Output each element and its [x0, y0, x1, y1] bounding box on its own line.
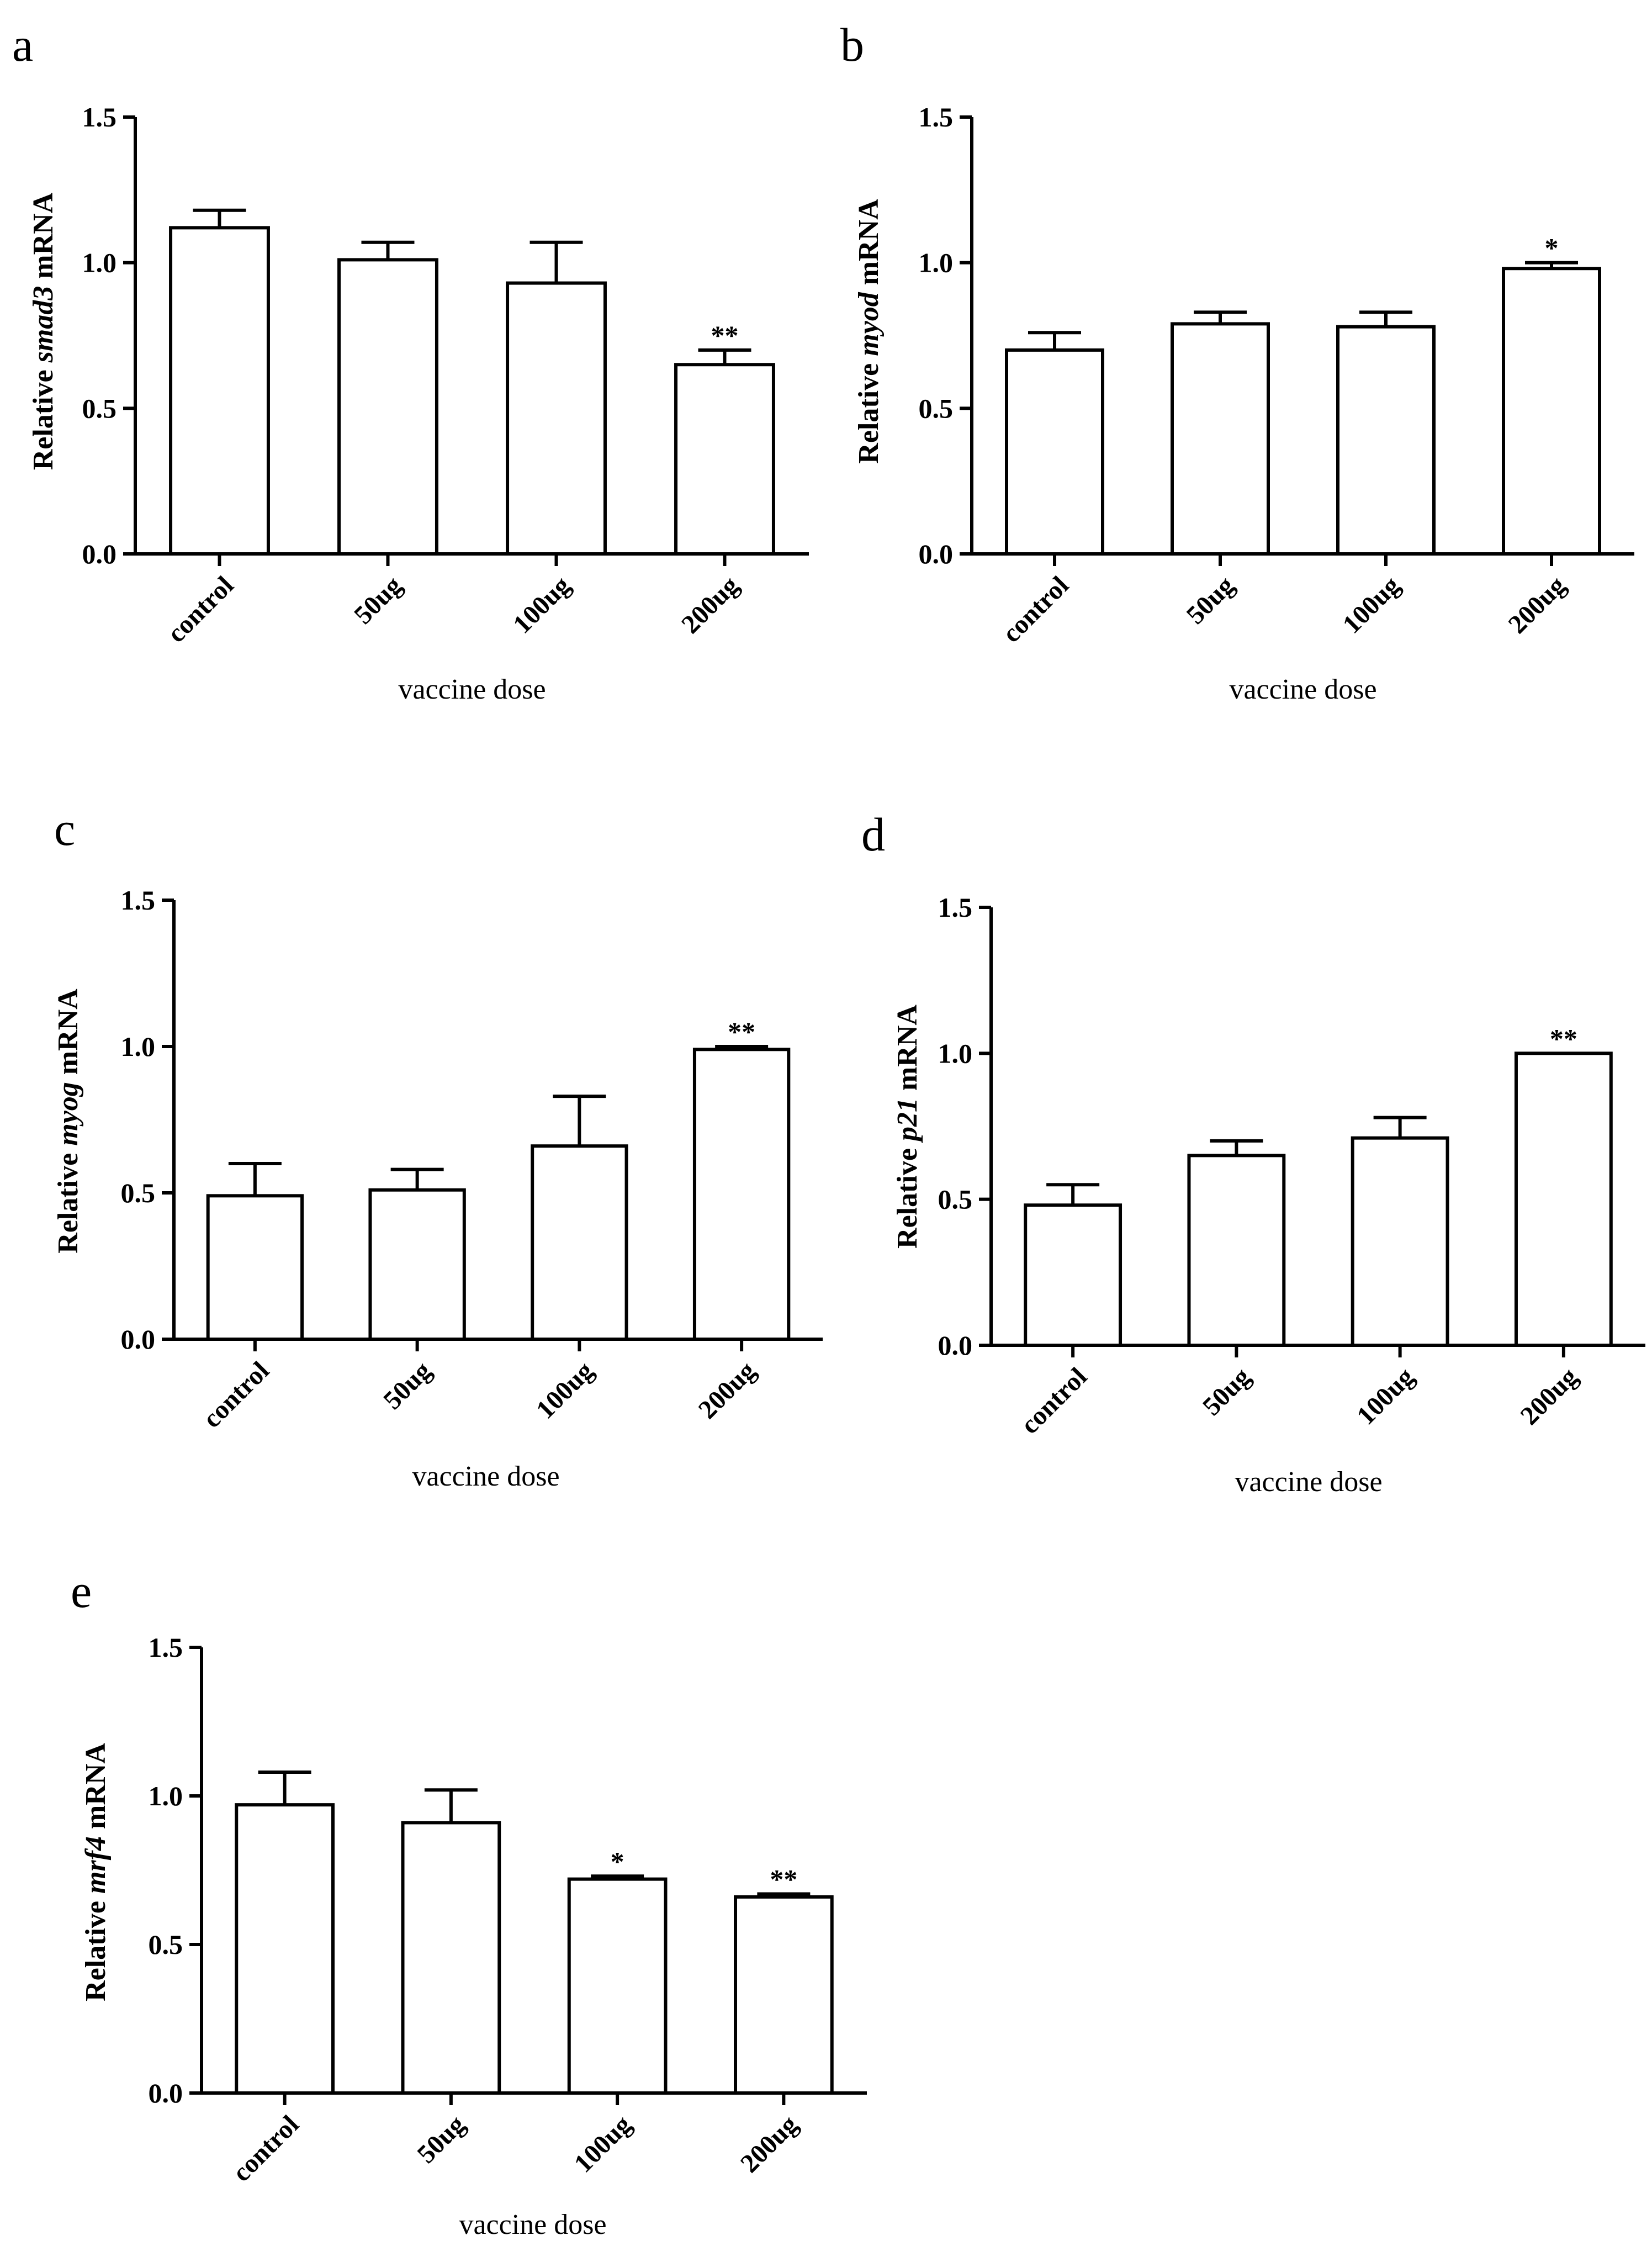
bar-control	[1024, 1203, 1122, 1347]
y-tick-label: 0.0	[149, 2078, 183, 2108]
bar-control	[1005, 348, 1104, 556]
y-tick-label: 0.5	[919, 393, 954, 424]
bar-50ug	[401, 1821, 501, 2095]
bar-200ug	[734, 1895, 834, 2095]
x-tick-label: 200ug	[693, 1356, 761, 1424]
y-tick-label: 0.0	[919, 538, 954, 569]
panel-letter: a	[12, 18, 33, 71]
x-tick-label: 200ug	[1515, 1362, 1583, 1430]
bar-control	[235, 1803, 335, 2095]
y-axis-title: Relative p21 mRNA	[892, 1005, 923, 1249]
bar-200ug	[1514, 1051, 1613, 1347]
bar-50ug	[1187, 1154, 1286, 1347]
panel-letter: b	[840, 18, 864, 71]
y-tick-label: 0.0	[82, 538, 117, 569]
y-axis-title: Relative myod mRNA	[853, 199, 885, 464]
x-tick-label: 50ug	[1197, 1362, 1256, 1421]
x-tick-label: 50ug	[348, 570, 407, 630]
significance-marker: **	[711, 320, 739, 351]
panel-b: b 0.0 0.5 1.0 1.5 control 50ug 100ug * 200ug vacci…	[840, 18, 1634, 705]
x-tick-label: control	[162, 570, 240, 648]
bar-control	[206, 1194, 304, 1341]
y-axis-title: Relative mrf4 mRNA	[80, 1743, 112, 2001]
bar-50ug	[1171, 322, 1270, 556]
y-tick-label: 1.0	[149, 1780, 183, 1811]
significance-marker: *	[1545, 232, 1559, 263]
x-tick-label: 200ug	[735, 2110, 803, 2178]
bar-100ug	[1336, 325, 1436, 556]
x-tick-label: 200ug	[1503, 570, 1571, 639]
x-axis-title: vaccine dose	[1235, 1466, 1382, 1498]
panel-c: c 0.0 0.5 1.0 1.5 control 50ug 100ug ** 200ug vacc…	[52, 802, 823, 1492]
bar-100ug	[567, 1877, 668, 2095]
y-tick-label: 1.5	[149, 1632, 183, 1663]
x-tick-label: 50ug	[411, 2110, 470, 2169]
bar-200ug	[674, 363, 775, 556]
significance-marker: **	[1550, 1023, 1577, 1054]
bar-50ug	[337, 258, 438, 556]
y-tick-label: 1.0	[82, 247, 117, 278]
significance-marker: **	[770, 1864, 797, 1895]
x-tick-label: 100ug	[1351, 1362, 1420, 1430]
y-tick-label: 1.5	[82, 102, 117, 133]
bar-100ug	[531, 1144, 628, 1341]
x-axis-title: vaccine dose	[412, 1461, 559, 1492]
x-tick-label: control	[227, 2110, 305, 2187]
x-tick-label: 200ug	[676, 570, 744, 639]
x-axis-title: vaccine dose	[459, 2209, 606, 2240]
y-tick-label: 1.0	[919, 247, 954, 278]
y-axis-title: Relative myog mRNA	[52, 989, 84, 1254]
significance-marker: *	[611, 1846, 624, 1877]
y-tick-label: 1.0	[121, 1031, 156, 1062]
panel-a: a 0.0 0.5 1.0 1.5 control 50ug 100ug ** 200ug vacc…	[12, 18, 809, 705]
x-tick-label: 50ug	[378, 1356, 437, 1415]
x-tick-label: 100ug	[1337, 570, 1406, 639]
y-tick-label: 0.5	[938, 1184, 973, 1215]
x-tick-label: control	[1015, 1362, 1093, 1440]
panel-e: e 0.0 0.5 1.0 1.5 control 50ug * 100ug ** 200ug vac…	[71, 1565, 867, 2240]
y-tick-label: 1.5	[938, 892, 973, 923]
y-tick-label: 0.5	[121, 1177, 156, 1208]
panel-letter: d	[861, 808, 885, 861]
panel-letter: e	[71, 1565, 92, 1618]
y-tick-label: 1.5	[919, 102, 954, 133]
bar-200ug	[692, 1048, 791, 1341]
bar-50ug	[368, 1188, 466, 1341]
y-tick-label: 1.5	[121, 885, 156, 916]
panel-d: d 0.0 0.5 1.0 1.5 control 50ug 100ug ** 200ug vacc…	[861, 808, 1645, 1498]
x-axis-title: vaccine dose	[398, 674, 546, 705]
bar-100ug	[506, 281, 607, 556]
x-tick-label: 100ug	[569, 2110, 637, 2178]
x-tick-label: 100ug	[531, 1356, 599, 1424]
x-axis-title: vaccine dose	[1229, 674, 1376, 705]
significance-marker: **	[728, 1016, 755, 1047]
panel-letter: c	[54, 802, 75, 855]
bar-100ug	[1351, 1136, 1449, 1347]
y-tick-label: 0.0	[121, 1324, 156, 1355]
y-tick-label: 0.0	[938, 1330, 973, 1361]
y-tick-label: 0.5	[82, 393, 117, 424]
bar-200ug	[1502, 267, 1601, 556]
x-tick-label: control	[197, 1356, 275, 1434]
y-axis-title: Relative smad3 mRNA	[28, 192, 59, 470]
x-tick-label: 100ug	[507, 570, 576, 639]
x-tick-label: control	[997, 570, 1074, 648]
y-tick-label: 0.5	[149, 1929, 183, 1960]
x-tick-label: 50ug	[1181, 570, 1240, 630]
bar-control	[169, 226, 270, 556]
y-tick-label: 1.0	[938, 1038, 973, 1069]
